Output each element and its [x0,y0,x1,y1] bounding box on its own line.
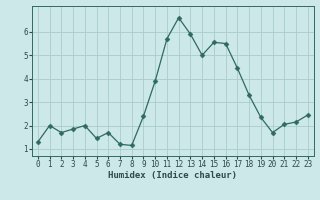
X-axis label: Humidex (Indice chaleur): Humidex (Indice chaleur) [108,171,237,180]
